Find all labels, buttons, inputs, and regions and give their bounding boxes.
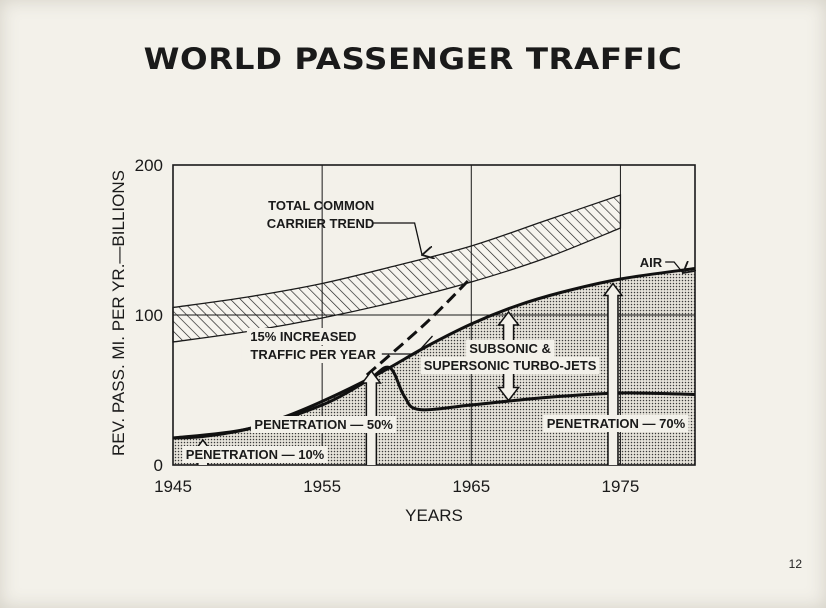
total-common-label-2: CARRIER TREND (267, 216, 375, 231)
x-tick-label: 1955 (303, 477, 341, 496)
y-axis-label: REV. PASS. MI. PER YR.—BILLIONS (109, 170, 128, 456)
plot-frame (172, 164, 696, 466)
penetration-70-label-bg (543, 415, 689, 432)
chart-title: WORLD PASSENGER TRAFFIC (143, 42, 683, 76)
increase-trend-curve (365, 276, 473, 377)
penetration-10-label: PENETRATION — 10% (186, 447, 325, 462)
total-common-label-1: TOTAL COMMON (268, 198, 374, 213)
x-axis-label: YEARS (405, 506, 463, 525)
y-tick-label: 0 (154, 456, 163, 475)
air-label-bg (634, 254, 666, 271)
subsonic-label-1-bg (466, 340, 555, 357)
page-number: 12 (788, 557, 802, 571)
x-tick-label: 1945 (154, 477, 192, 496)
turbo-jet-curve (172, 365, 696, 440)
penetration-50-label: PENETRATION — 50% (254, 417, 393, 432)
increase-label-1-bg (246, 328, 360, 345)
penetration-50-label-bg (250, 416, 397, 433)
y-tick-label: 200 (135, 156, 163, 175)
x-tick-label: 1965 (452, 477, 490, 496)
increase-label-1: 15% INCREASED (250, 329, 356, 344)
y-tick-label: 100 (135, 306, 163, 325)
increase-label-2-bg (241, 346, 379, 363)
x-tick-label: 1975 (602, 477, 640, 496)
increase-label-2: TRAFFIC PER YEAR (250, 347, 376, 362)
air-label: AIR (640, 255, 663, 270)
increase-leader (381, 335, 433, 355)
air-leader (663, 262, 683, 273)
subsonic-label-1: SUBSONIC & (469, 341, 551, 356)
total-common-leader (372, 222, 422, 255)
penetration-10-label-bg (182, 446, 328, 463)
penetration-70-label: PENETRATION — 70% (547, 416, 686, 431)
subsonic-label-2: SUPERSONIC TURBO-JETS (424, 358, 597, 373)
subsonic-label-2-bg (420, 357, 600, 374)
